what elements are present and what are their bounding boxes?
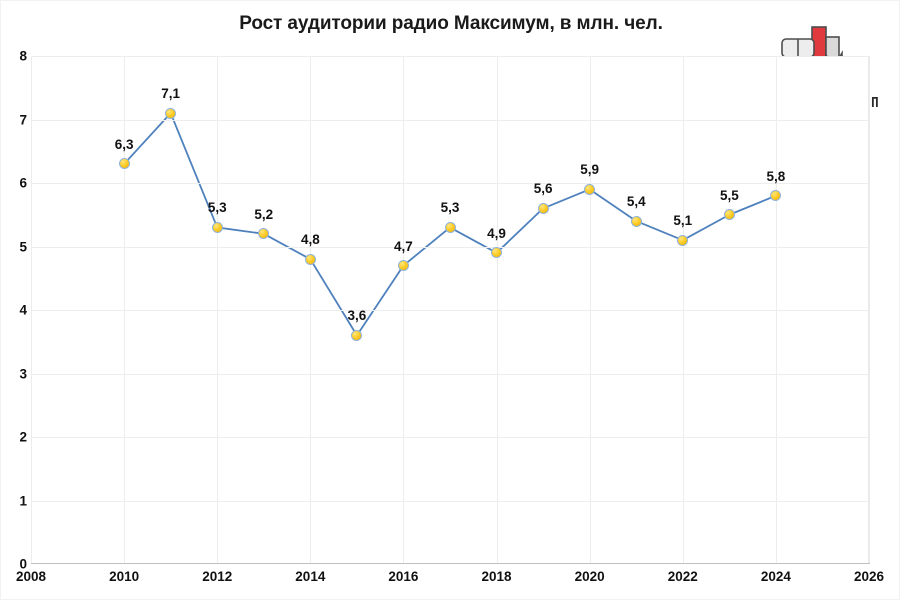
x-axis-tick-label: 2018 (481, 569, 512, 584)
gridline-vertical (869, 56, 870, 564)
data-point-label: 5,3 (207, 200, 227, 216)
data-point-marker[interactable] (537, 202, 549, 214)
y-axis-tick-label: 5 (19, 239, 27, 254)
gridline-vertical (310, 56, 312, 564)
data-point-marker[interactable] (723, 209, 735, 221)
data-point-label: 6,3 (114, 136, 134, 152)
data-point-marker[interactable] (584, 183, 596, 195)
data-point-label: 5,6 (533, 181, 553, 197)
x-axis-tick-label: 2010 (109, 569, 140, 584)
gridline-vertical (496, 56, 498, 564)
y-axis-tick-label: 6 (19, 175, 27, 191)
plot-area: 6,3 7,1 5,3 5,2 4,8 3,6 4,7 5,3 4,9 5,6 5,9 5,4 5,1 5… (31, 56, 870, 564)
gridline-vertical (124, 56, 126, 564)
data-point-marker[interactable] (258, 228, 270, 240)
data-point-marker[interactable] (165, 107, 177, 119)
data-point-marker[interactable] (397, 260, 409, 272)
chart-title: Рост аудитории радио Максимум, в млн. че… (239, 13, 663, 34)
data-point-label: 5,5 (719, 187, 739, 203)
y-axis-tick-label: 8 (19, 48, 27, 64)
x-axis-tick-label: 2020 (574, 569, 605, 584)
data-point-label: 5,9 (580, 162, 600, 178)
data-point-label: 4,7 (394, 238, 413, 254)
data-point-marker[interactable] (630, 215, 642, 227)
data-point-label: 5,3 (440, 200, 460, 216)
y-axis-tick-label: 3 (19, 366, 27, 381)
x-axis-tick-label: 2026 (853, 569, 885, 584)
x-axis: 2008 2010 2012 2014 2016 2018 2020 2022 2024 2026 (16, 569, 884, 591)
data-point-label: 5,2 (254, 206, 274, 222)
gridline-horizontal (31, 373, 869, 375)
gridline-vertical (589, 56, 591, 564)
gridline-vertical (403, 56, 405, 564)
x-axis-tick-label: 2008 (15, 569, 47, 584)
data-point-marker[interactable] (304, 253, 316, 265)
x-axis-tick-label: 2014 (295, 569, 326, 584)
data-point-label: 5,1 (673, 213, 693, 229)
data-point-label: 3,6 (347, 308, 367, 324)
gridline-horizontal (31, 437, 869, 438)
data-point-marker[interactable] (677, 234, 689, 246)
data-point-label: 4,9 (487, 225, 506, 241)
data-point-marker[interactable] (444, 221, 456, 233)
gridline-vertical (31, 56, 32, 564)
gridline-horizontal (31, 310, 869, 311)
x-axis-tick-label: 2024 (760, 569, 791, 584)
gridline-vertical (682, 56, 684, 564)
data-point-label: 7,1 (161, 86, 181, 102)
data-point-label: 5,8 (766, 168, 786, 184)
x-axis-line (31, 563, 870, 564)
data-point-marker[interactable] (351, 329, 363, 341)
data-point-label: 5,4 (626, 194, 646, 210)
y-axis-tick-label: 0 (19, 556, 27, 572)
data-point-marker[interactable] (770, 190, 782, 202)
gridline-horizontal (31, 500, 869, 502)
data-point-marker[interactable] (211, 221, 223, 233)
x-axis-tick-label: 2016 (388, 569, 419, 584)
gridline-vertical (775, 56, 777, 564)
gridline-horizontal (31, 246, 869, 248)
y-axis-tick-label: 4 (19, 302, 27, 318)
data-point-marker[interactable] (491, 247, 503, 259)
x-axis-tick-label: 2012 (202, 569, 233, 584)
data-point-marker[interactable] (118, 158, 130, 170)
gridline-horizontal (31, 56, 869, 57)
gridline-vertical (217, 56, 219, 564)
y-axis-tick-label: 7 (19, 112, 27, 127)
gridline-horizontal (31, 183, 869, 184)
gridline-horizontal (31, 119, 869, 121)
y-axis: 0 1 2 3 4 5 6 7 8 (1, 49, 27, 572)
x-axis-tick-label: 2022 (667, 569, 698, 584)
y-axis-tick-label: 1 (19, 493, 27, 508)
data-point-label: 4,8 (300, 232, 320, 248)
y-axis-tick-label: 2 (19, 429, 27, 445)
